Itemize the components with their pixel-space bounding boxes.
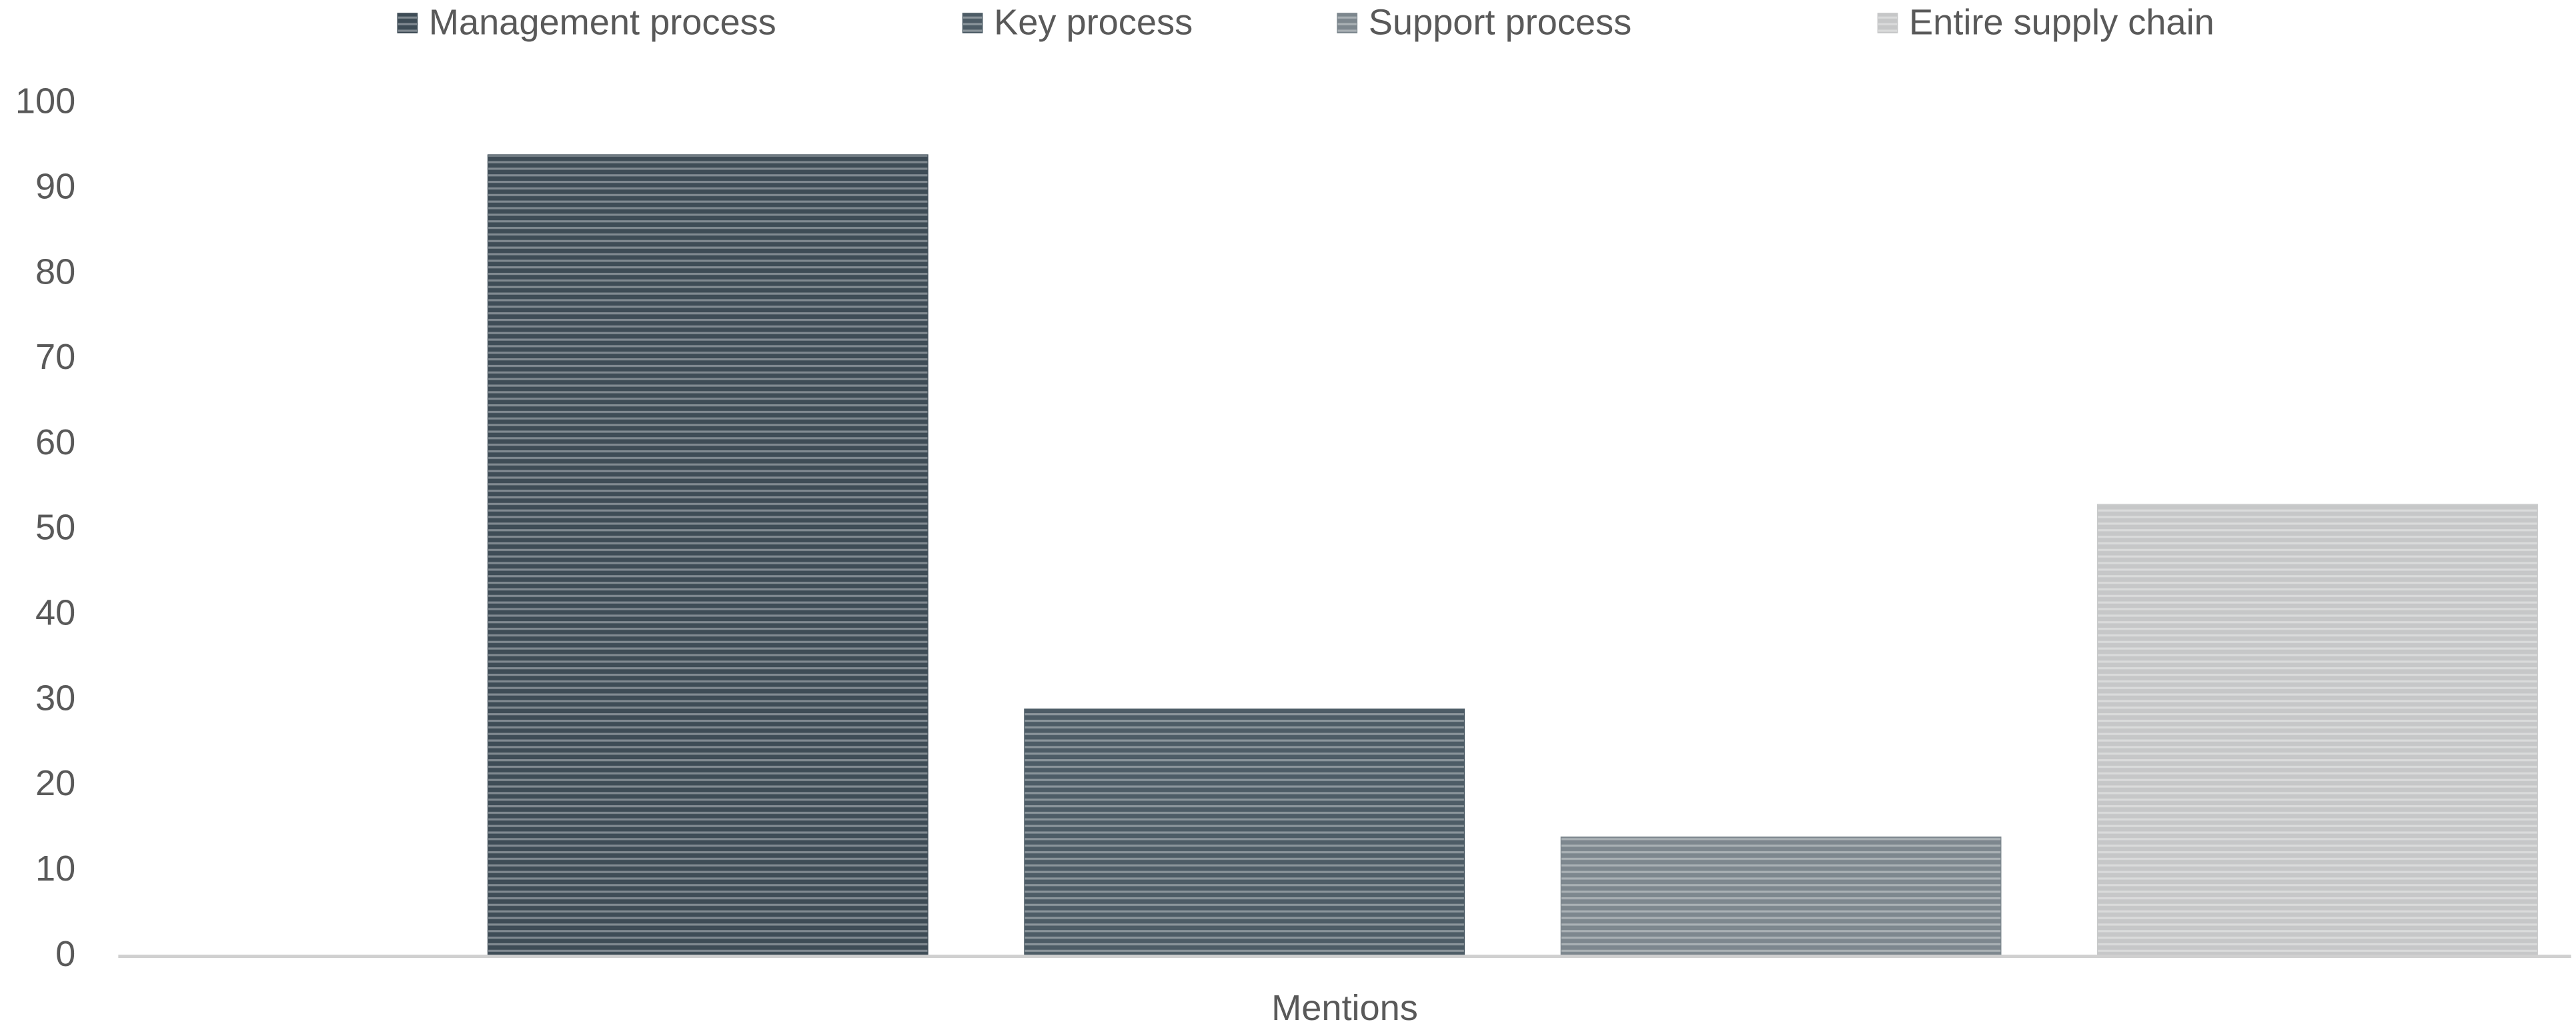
bar [1024, 708, 1465, 957]
y-tick-label: 0 [55, 934, 75, 974]
x-tick-label: Mentions [1271, 988, 1418, 1028]
legend-label: Entire supply chain [1909, 2, 2214, 42]
bar [487, 154, 928, 957]
legend-marker [962, 13, 983, 33]
legend-marker [1877, 13, 1898, 33]
y-tick-label: 50 [35, 508, 75, 548]
bar [2097, 504, 2538, 957]
legend-marker [397, 13, 418, 33]
y-tick-label: 80 [35, 251, 75, 292]
y-tick-label: 10 [35, 849, 75, 889]
bar [1560, 837, 2002, 957]
y-tick-label: 90 [35, 166, 75, 206]
y-tick-label: 30 [35, 678, 75, 718]
legend-marker [1337, 13, 1358, 33]
y-tick-label: 60 [35, 422, 75, 462]
legend-label: Management process [429, 2, 776, 42]
y-tick-label: 70 [35, 337, 75, 377]
legend-label: Support process [1369, 2, 1632, 42]
y-tick-label: 20 [35, 763, 75, 803]
y-tick-label: 100 [15, 81, 75, 121]
legend-label: Key process [994, 2, 1193, 42]
y-tick-label: 40 [35, 593, 75, 633]
